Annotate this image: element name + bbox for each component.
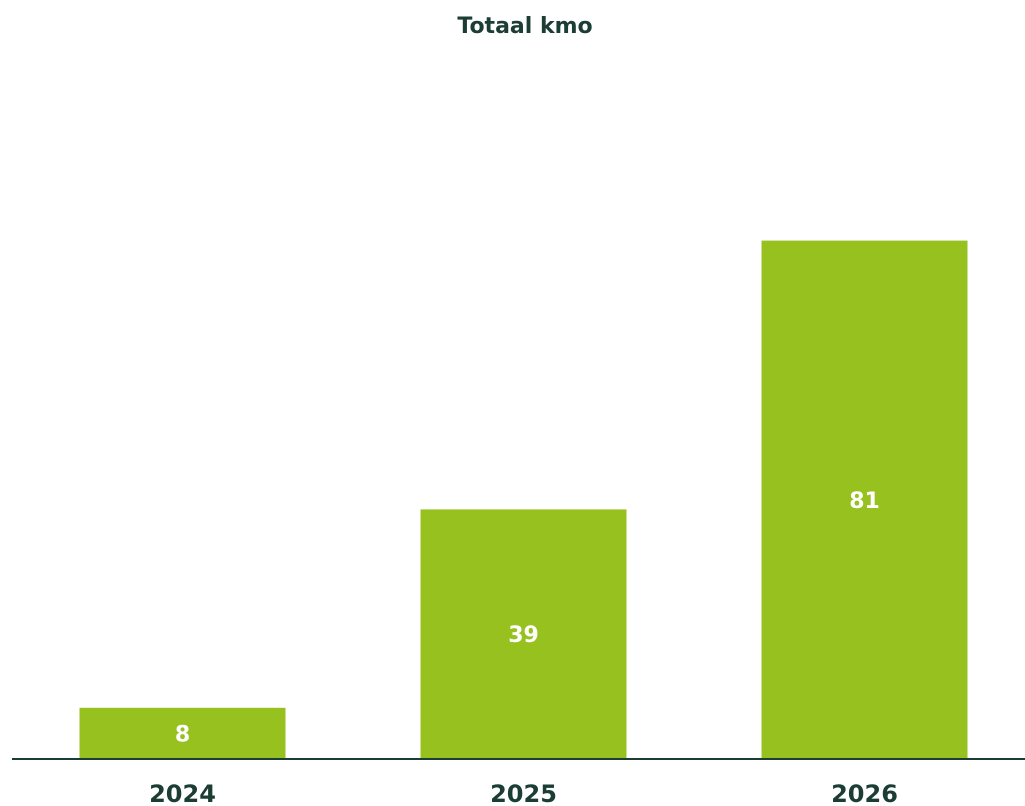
x-tick-label: 2026 — [831, 780, 898, 806]
value-label: 81 — [849, 489, 880, 514]
x-tick-label: 2024 — [149, 780, 216, 806]
bar — [761, 240, 968, 760]
chart-title: Totaal kmo — [457, 14, 592, 39]
x-tick-label: 2025 — [490, 780, 557, 806]
bar — [79, 707, 286, 759]
value-label: 39 — [508, 623, 539, 648]
bar — [420, 509, 627, 759]
value-label: 8 — [175, 722, 190, 747]
